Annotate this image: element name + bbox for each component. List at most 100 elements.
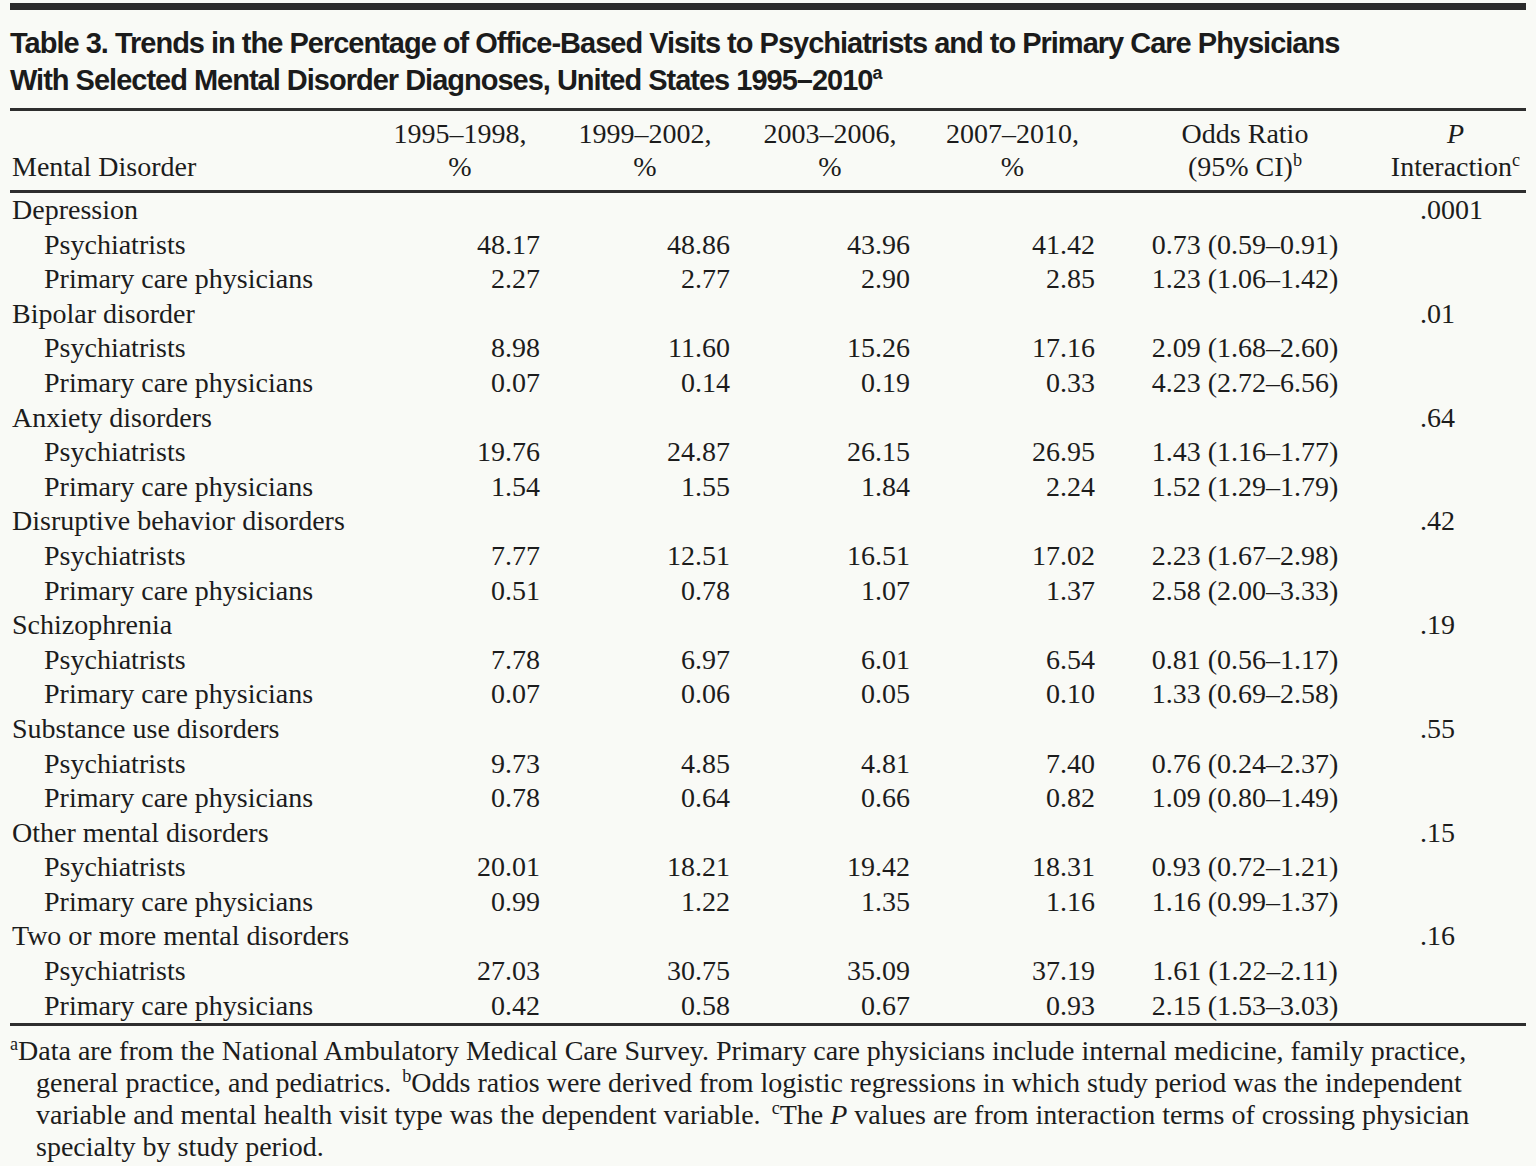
percent-value: 7.78: [370, 643, 550, 678]
footnote-marker: c: [1512, 150, 1520, 170]
p-interaction-value: .64: [1385, 401, 1526, 436]
percent-value: 35.09: [740, 954, 920, 989]
provider-label: Primary care physicians: [10, 677, 370, 712]
p-interaction-value: [1385, 989, 1526, 1024]
odds-ratio-value: 1.16 (0.99–1.37): [1105, 885, 1385, 920]
footer-divider-rule: [10, 1023, 1526, 1026]
percent-value: 7.40: [920, 747, 1105, 782]
percent-value: 16.51: [740, 539, 920, 574]
odds-ratio-value: 1.52 (1.29–1.79): [1105, 470, 1385, 505]
p-interaction-value: [1385, 470, 1526, 505]
p-interaction-value: [1385, 228, 1526, 263]
percent-value: 0.78: [550, 574, 740, 609]
provider-label: Primary care physicians: [10, 781, 370, 816]
percent-value: 6.01: [740, 643, 920, 678]
percent-value: 43.96: [740, 228, 920, 263]
table-title: Table 3. Trends in the Percentage of Off…: [10, 25, 1526, 99]
provider-row: Primary care physicians0.070.060.050.101…: [10, 677, 1526, 712]
percent-symbol: %: [1001, 151, 1024, 182]
column-header-odds-ratio: Odds Ratio(95% CI)b: [1105, 111, 1385, 192]
footnote-text: The: [780, 1099, 831, 1130]
percent-symbol: %: [818, 151, 841, 182]
disorder-group-row: Substance use disorders.55: [10, 712, 1526, 747]
disorder-group-label: Bipolar disorder: [10, 297, 1385, 332]
p-interaction-value: [1385, 539, 1526, 574]
table-header: Mental Disorder 1995–1998,% 1999–2002,% …: [10, 111, 1526, 192]
percent-value: 0.82: [920, 781, 1105, 816]
percent-symbol: %: [448, 151, 471, 182]
odds-ratio-value: 1.33 (0.69–2.58): [1105, 677, 1385, 712]
p-interaction-value: .55: [1385, 712, 1526, 747]
percent-value: 4.85: [550, 747, 740, 782]
percent-value: 9.73: [370, 747, 550, 782]
odds-ratio-value: 0.93 (0.72–1.21): [1105, 850, 1385, 885]
disorder-group-label: Depression: [10, 192, 1385, 228]
percent-value: 37.19: [920, 954, 1105, 989]
table-title-footnote-marker: a: [872, 63, 881, 83]
provider-row: Psychiatrists27.0330.7535.0937.191.61 (1…: [10, 954, 1526, 989]
odds-ratio-value: 1.43 (1.16–1.77): [1105, 435, 1385, 470]
percent-value: 18.31: [920, 850, 1105, 885]
percent-value: 6.54: [920, 643, 1105, 678]
p-interaction-value: .0001: [1385, 192, 1526, 228]
percent-value: 12.51: [550, 539, 740, 574]
percent-value: 0.99: [370, 885, 550, 920]
p-interaction-value: [1385, 435, 1526, 470]
odds-ratio-value: 2.23 (1.67–2.98): [1105, 539, 1385, 574]
odds-ratio-value: 0.81 (0.56–1.17): [1105, 643, 1385, 678]
percent-value: 24.87: [550, 435, 740, 470]
percent-value: 0.64: [550, 781, 740, 816]
percent-value: 17.16: [920, 331, 1105, 366]
provider-label: Primary care physicians: [10, 885, 370, 920]
disorder-group-label: Disruptive behavior disorders: [10, 504, 1385, 539]
provider-label: Primary care physicians: [10, 470, 370, 505]
footnote-marker: a: [10, 1034, 18, 1054]
footnote-marker: b: [402, 1066, 411, 1086]
provider-row: Psychiatrists8.9811.6015.2617.162.09 (1.…: [10, 331, 1526, 366]
odds-ratio-label: Odds Ratio: [1182, 118, 1309, 149]
period-label: 2003–2006,: [764, 118, 897, 149]
odds-ratio-value: 1.23 (1.06–1.42): [1105, 262, 1385, 297]
provider-label: Psychiatrists: [10, 435, 370, 470]
p-label: P: [1447, 118, 1464, 149]
period-label: 1995–1998,: [394, 118, 527, 149]
disorder-group-row: Schizophrenia.19: [10, 608, 1526, 643]
table-figure: Table 3. Trends in the Percentage of Off…: [0, 3, 1536, 1166]
percent-value: 1.35: [740, 885, 920, 920]
percent-value: 2.27: [370, 262, 550, 297]
provider-row: Psychiatrists7.786.976.016.540.81 (0.56–…: [10, 643, 1526, 678]
odds-ratio-ci-label: (95% CI): [1188, 151, 1293, 182]
percent-value: 0.78: [370, 781, 550, 816]
percent-value: 0.10: [920, 677, 1105, 712]
percent-value: 4.81: [740, 747, 920, 782]
interaction-label: Interaction: [1391, 151, 1512, 182]
provider-row: Psychiatrists48.1748.8643.9641.420.73 (0…: [10, 228, 1526, 263]
disorder-group-label: Other mental disorders: [10, 816, 1385, 851]
percent-symbol: %: [633, 151, 656, 182]
p-interaction-value: [1385, 850, 1526, 885]
percent-value: 0.33: [920, 366, 1105, 401]
trends-table: Mental Disorder 1995–1998,% 1999–2002,% …: [10, 111, 1526, 1023]
p-interaction-value: [1385, 747, 1526, 782]
percent-value: 19.42: [740, 850, 920, 885]
disorder-group-row: Two or more mental disorders.16: [10, 919, 1526, 954]
percent-value: 0.66: [740, 781, 920, 816]
percent-value: 1.54: [370, 470, 550, 505]
footnote-marker: c: [772, 1098, 780, 1118]
percent-value: 2.85: [920, 262, 1105, 297]
percent-value: 2.90: [740, 262, 920, 297]
p-interaction-value: [1385, 331, 1526, 366]
percent-value: 0.19: [740, 366, 920, 401]
percent-value: 0.07: [370, 366, 550, 401]
odds-ratio-value: 1.09 (0.80–1.49): [1105, 781, 1385, 816]
odds-ratio-value: 2.58 (2.00–3.33): [1105, 574, 1385, 609]
provider-row: Psychiatrists9.734.854.817.400.76 (0.24–…: [10, 747, 1526, 782]
percent-value: 0.67: [740, 989, 920, 1024]
provider-label: Psychiatrists: [10, 954, 370, 989]
provider-label: Primary care physicians: [10, 989, 370, 1024]
p-interaction-value: .19: [1385, 608, 1526, 643]
percent-value: 19.76: [370, 435, 550, 470]
p-interaction-value: [1385, 885, 1526, 920]
provider-row: Primary care physicians1.541.551.842.241…: [10, 470, 1526, 505]
percent-value: 1.22: [550, 885, 740, 920]
